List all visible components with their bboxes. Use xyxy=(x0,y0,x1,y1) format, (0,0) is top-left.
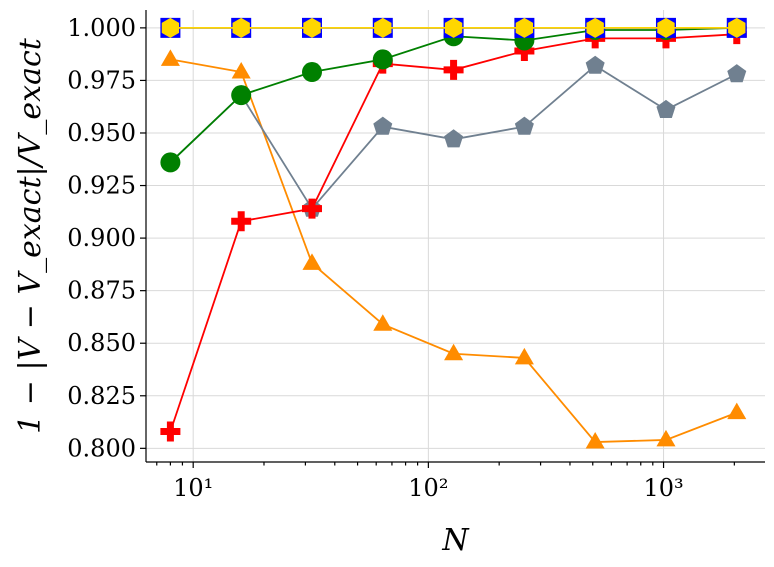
x-axis-label: N xyxy=(441,523,470,558)
y-axis-label: 1 − |V − V_exact|/V_exact xyxy=(13,37,48,434)
data-series-triangle xyxy=(160,49,747,449)
y-tick-label: 0.950 xyxy=(67,119,136,147)
y-tick-label: 0.925 xyxy=(67,172,136,200)
y-tick-label: 0.875 xyxy=(67,277,136,305)
pentagon-marker xyxy=(514,116,534,135)
pentagon-marker xyxy=(444,129,464,148)
plus-marker xyxy=(231,211,252,232)
triangle-marker xyxy=(160,49,180,66)
axes xyxy=(140,10,765,468)
hexagon-marker xyxy=(303,17,321,38)
pentagon-marker xyxy=(373,116,393,135)
pentagon-marker xyxy=(727,64,747,83)
data-series-hexagon xyxy=(161,17,746,38)
hexagon-marker xyxy=(161,17,180,38)
y-tick-label: 0.975 xyxy=(67,66,136,94)
tick-labels: 0.800 0.825 0.850 0.875 0.900 0.925 0.950 0.975… xyxy=(67,14,683,502)
hexagon-marker xyxy=(586,17,604,38)
y-tick-label: 0.900 xyxy=(67,224,136,252)
plus-marker xyxy=(443,59,464,80)
hexagon-marker xyxy=(657,17,675,38)
pentagon-marker xyxy=(585,55,605,74)
hexagon-marker xyxy=(728,17,746,38)
circle-marker xyxy=(160,152,181,173)
series-line xyxy=(169,33,737,432)
y-tick-label: 0.825 xyxy=(67,382,136,410)
triangle-marker xyxy=(656,429,676,447)
circle-marker xyxy=(372,49,393,70)
series-layer xyxy=(160,17,747,449)
triangle-marker xyxy=(373,314,393,331)
triangle-marker xyxy=(444,343,464,361)
triangle-marker xyxy=(231,62,251,79)
hexagon-marker xyxy=(232,17,250,38)
triangle-marker xyxy=(302,253,322,270)
pentagon-marker xyxy=(656,99,676,118)
x-tick-label: 10² xyxy=(408,474,448,502)
triangle-marker xyxy=(727,402,747,420)
hexagon-marker xyxy=(515,17,534,38)
hexagon-marker xyxy=(374,17,392,38)
y-tick-label: 0.850 xyxy=(67,329,136,357)
plus-marker xyxy=(301,198,322,219)
y-tick-label: 0.800 xyxy=(67,434,136,462)
x-tick-label: 10¹ xyxy=(173,474,213,502)
hexagon-marker xyxy=(444,17,463,38)
triangle-marker xyxy=(514,347,534,365)
circle-marker xyxy=(301,62,322,83)
data-series-plus xyxy=(160,24,747,442)
plus-marker xyxy=(160,421,181,442)
plus-marker xyxy=(514,40,535,61)
y-tick-label: 1.000 xyxy=(67,14,136,42)
x-tick-label: 10³ xyxy=(643,474,683,502)
triangle-marker xyxy=(585,432,605,449)
circle-marker xyxy=(231,85,252,106)
